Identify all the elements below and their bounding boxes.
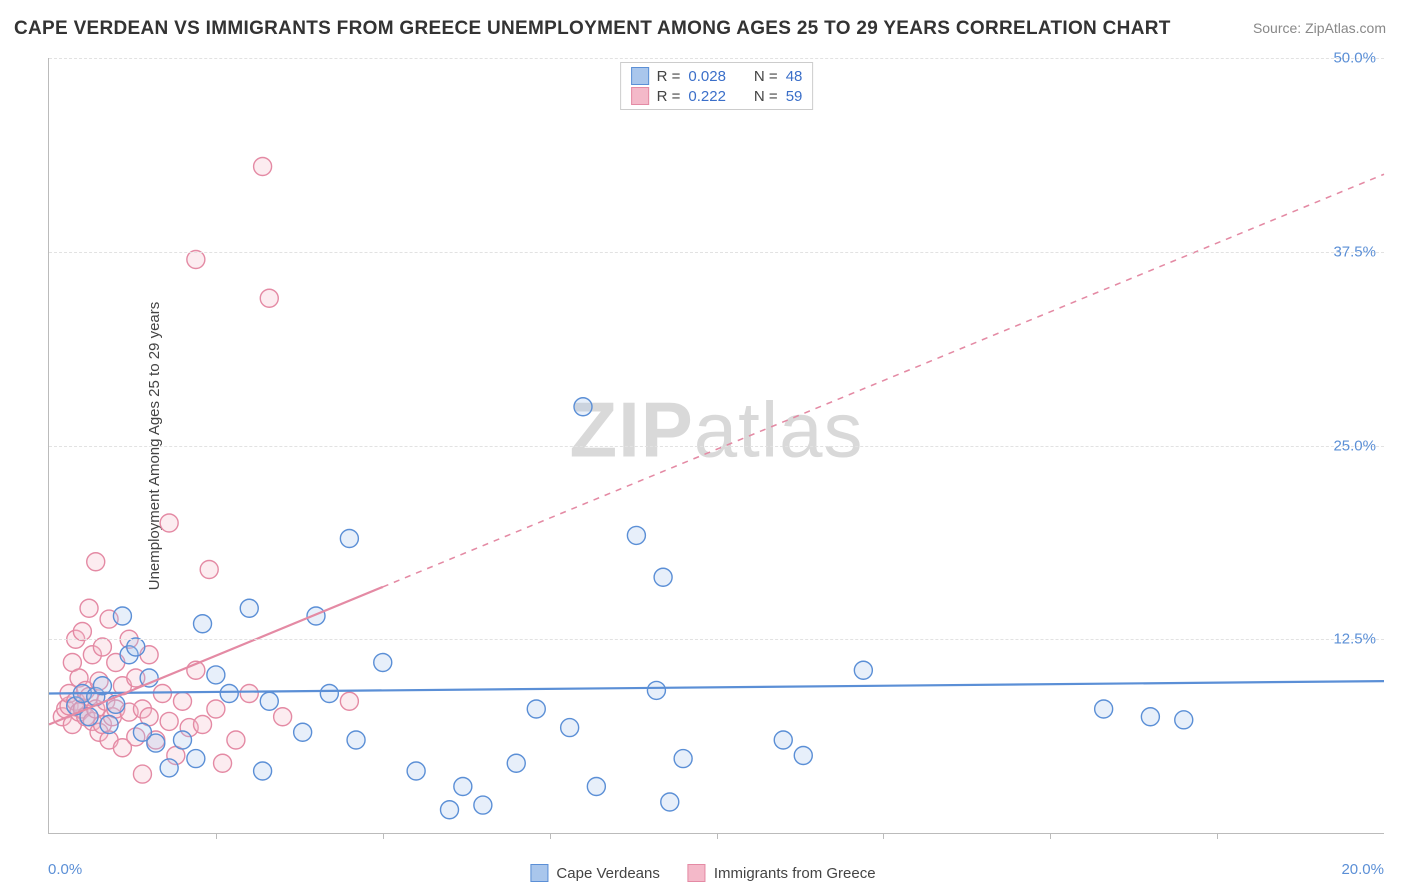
data-point [374, 654, 392, 672]
data-point [561, 719, 579, 737]
data-point [654, 568, 672, 586]
data-point [174, 731, 192, 749]
data-point [507, 754, 525, 772]
data-point [194, 615, 212, 633]
data-point [160, 759, 178, 777]
source-attribution: Source: ZipAtlas.com [1253, 20, 1386, 36]
data-point [100, 716, 118, 734]
x-tick [717, 833, 718, 839]
data-point [93, 638, 111, 656]
trend-line-extrapolated [383, 174, 1384, 587]
swatch-blue-icon [530, 864, 548, 882]
x-tick [1217, 833, 1218, 839]
x-tick [883, 833, 884, 839]
data-point [574, 398, 592, 416]
y-tick-label: 12.5% [1333, 631, 1376, 648]
x-tick [550, 833, 551, 839]
data-point [1141, 708, 1159, 726]
data-point [127, 638, 145, 656]
swatch-pink-icon [688, 864, 706, 882]
correlation-chart: CAPE VERDEAN VS IMMIGRANTS FROM GREECE U… [0, 0, 1406, 892]
x-axis-min-label: 0.0% [48, 861, 82, 878]
x-tick [216, 833, 217, 839]
data-point [441, 801, 459, 819]
y-tick-label: 50.0% [1333, 50, 1376, 67]
data-point [187, 251, 205, 269]
data-point [207, 666, 225, 684]
data-point [260, 289, 278, 307]
data-point [240, 599, 258, 617]
data-point [627, 526, 645, 544]
y-tick-label: 25.0% [1333, 437, 1376, 454]
data-point [794, 747, 812, 765]
data-point [661, 793, 679, 811]
data-point [240, 685, 258, 703]
y-tick-label: 37.5% [1333, 243, 1376, 260]
data-point [854, 661, 872, 679]
data-point [340, 530, 358, 548]
data-point [527, 700, 545, 718]
data-point [133, 765, 151, 783]
data-point [454, 778, 472, 796]
gridline [49, 639, 1384, 640]
data-point [774, 731, 792, 749]
data-point [254, 762, 272, 780]
data-point [587, 778, 605, 796]
x-tick [1050, 833, 1051, 839]
data-point [227, 731, 245, 749]
data-point [207, 700, 225, 718]
data-point [147, 734, 165, 752]
data-point [347, 731, 365, 749]
data-point [187, 750, 205, 768]
data-point [254, 158, 272, 176]
data-point [274, 708, 292, 726]
data-point [214, 754, 232, 772]
data-point [340, 692, 358, 710]
data-point [320, 685, 338, 703]
legend-label-pink: Immigrants from Greece [714, 865, 876, 882]
gridline [49, 58, 1384, 59]
data-point [674, 750, 692, 768]
data-point [73, 623, 91, 641]
x-axis-max-label: 20.0% [1341, 861, 1384, 878]
data-point [294, 723, 312, 741]
data-point [160, 712, 178, 730]
chart-title: CAPE VERDEAN VS IMMIGRANTS FROM GREECE U… [14, 18, 1171, 40]
data-point [80, 599, 98, 617]
data-point [194, 716, 212, 734]
data-point [1095, 700, 1113, 718]
x-tick [383, 833, 384, 839]
data-point [474, 796, 492, 814]
gridline [49, 252, 1384, 253]
data-point [1175, 711, 1193, 729]
legend-item-pink: Immigrants from Greece [688, 864, 876, 882]
data-point [220, 685, 238, 703]
series-legend: Cape Verdeans Immigrants from Greece [530, 864, 875, 882]
data-point [174, 692, 192, 710]
data-point [647, 681, 665, 699]
data-point [200, 561, 218, 579]
data-point [160, 514, 178, 532]
legend-item-blue: Cape Verdeans [530, 864, 659, 882]
data-point [407, 762, 425, 780]
plot-area: ZIPatlas R = 0.028 N = 48 R = 0.222 N = … [48, 58, 1384, 834]
gridline [49, 446, 1384, 447]
data-point [113, 607, 131, 625]
data-point [87, 553, 105, 571]
legend-label-blue: Cape Verdeans [556, 865, 659, 882]
data-point [260, 692, 278, 710]
